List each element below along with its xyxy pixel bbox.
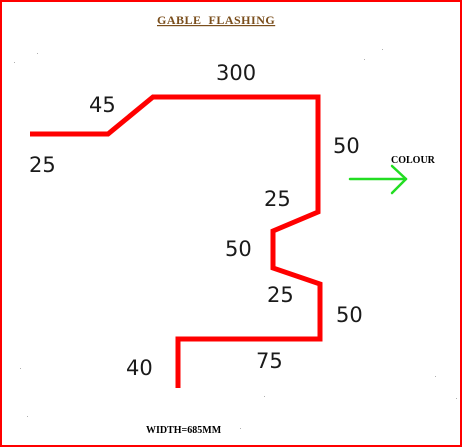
dimension-300: 300 [216,61,256,85]
width-label: WIDTH=685MM [146,425,222,436]
dimension-75: 75 [256,349,283,373]
drawing-title: GABLE FLASHING [157,13,275,27]
dimension-25-upper: 25 [264,187,291,211]
dimension-50-right-top: 50 [333,134,360,158]
arrow-right-icon [348,164,408,195]
dimension-40: 40 [126,356,153,380]
flashing-profile [30,94,323,388]
dimension-50-middle: 50 [225,237,252,261]
dimension-25-lower: 25 [267,283,294,307]
scan-specks [14,49,457,429]
colour-label: COLOUR [391,155,436,166]
dimension-50-right-bottom: 50 [336,303,363,327]
dimension-25-left: 25 [29,153,56,177]
dimension-45: 45 [89,93,116,117]
